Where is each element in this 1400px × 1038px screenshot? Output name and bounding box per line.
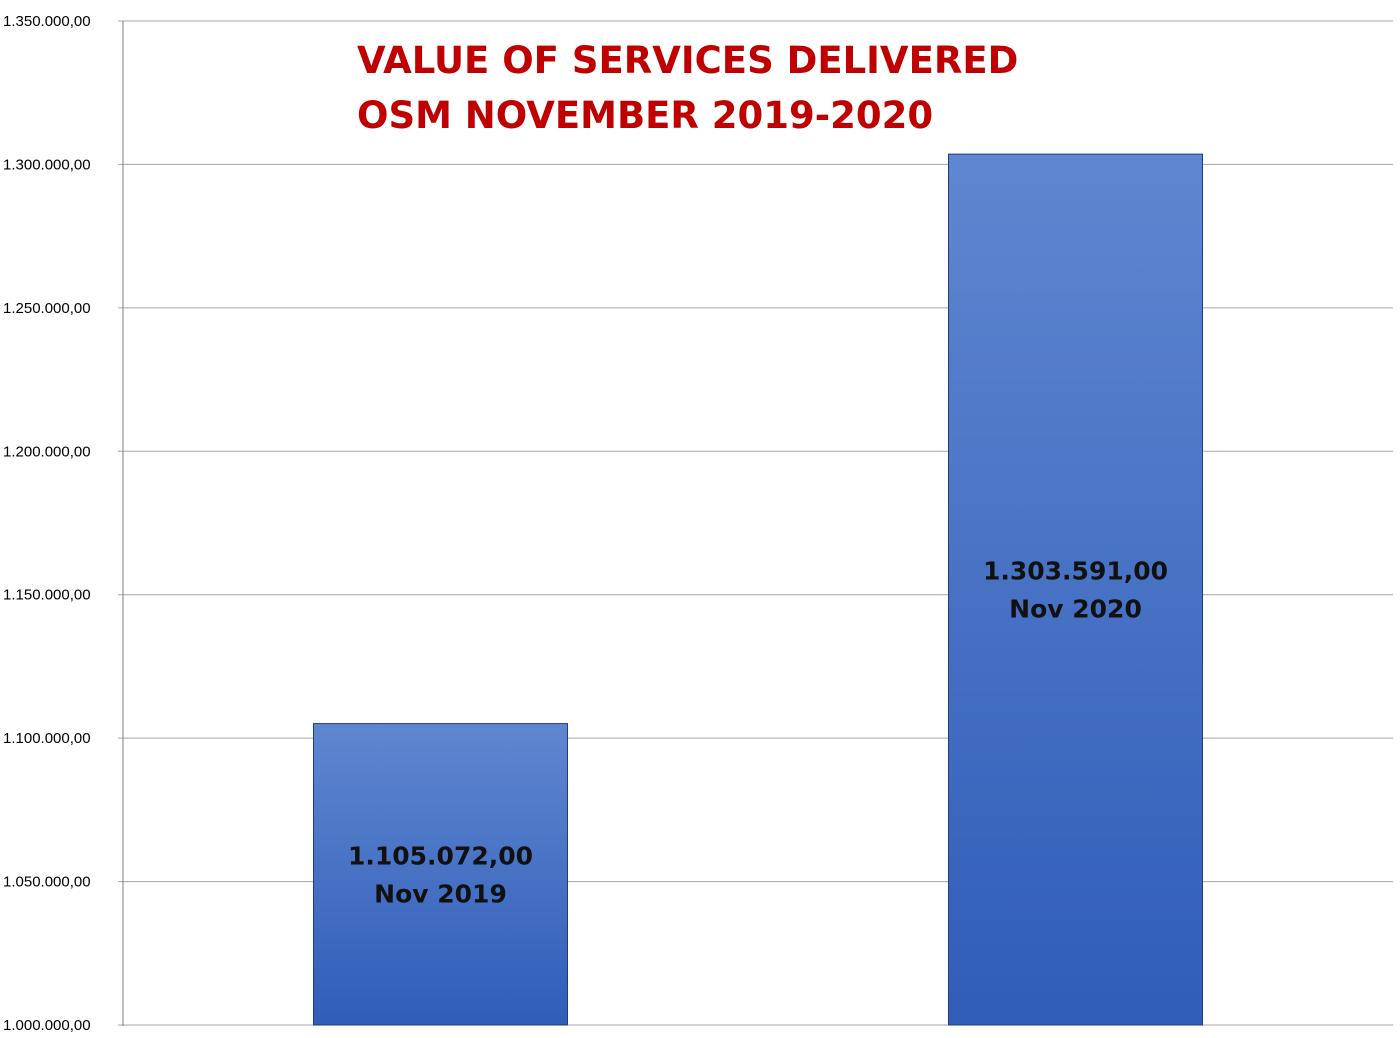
bar-category-label: Nov 2020: [1009, 595, 1142, 624]
bar-category-label: Nov 2019: [374, 879, 507, 908]
chart-title: VALUE OF SERVICES DELIVERED OSM NOVEMBER…: [357, 39, 1018, 137]
y-tick-label: 1.150.000,00: [3, 587, 91, 604]
y-tick-label: 1.250.000,00: [3, 300, 91, 317]
chart-title-line-1: VALUE OF SERVICES DELIVERED: [357, 39, 1018, 82]
bar-value-label: 1.105.072,00: [348, 841, 533, 870]
bar-data-labels: 1.105.072,00 Nov 2019 1.303.591,00 Nov 2020: [348, 557, 1168, 909]
y-tick-label: 1.350.000,00: [3, 13, 91, 30]
y-axis-tick-labels: 1.000.000,00 1.050.000,00 1.100.000,00 1.15…: [3, 13, 91, 1034]
y-tick-label: 1.100.000,00: [3, 730, 91, 747]
y-tick-label: 1.000.000,00: [3, 1017, 91, 1034]
y-tick-label: 1.200.000,00: [3, 443, 91, 460]
chart-title-line-2: OSM NOVEMBER 2019-2020: [357, 94, 933, 137]
bar-1: [313, 723, 568, 1026]
bars: [313, 153, 1203, 1026]
y-tick-label: 1.300.000,00: [3, 156, 91, 173]
y-tick-label: 1.050.000,00: [3, 874, 91, 891]
bar-value-label: 1.303.591,00: [983, 557, 1168, 586]
bar-2: [948, 153, 1203, 1026]
